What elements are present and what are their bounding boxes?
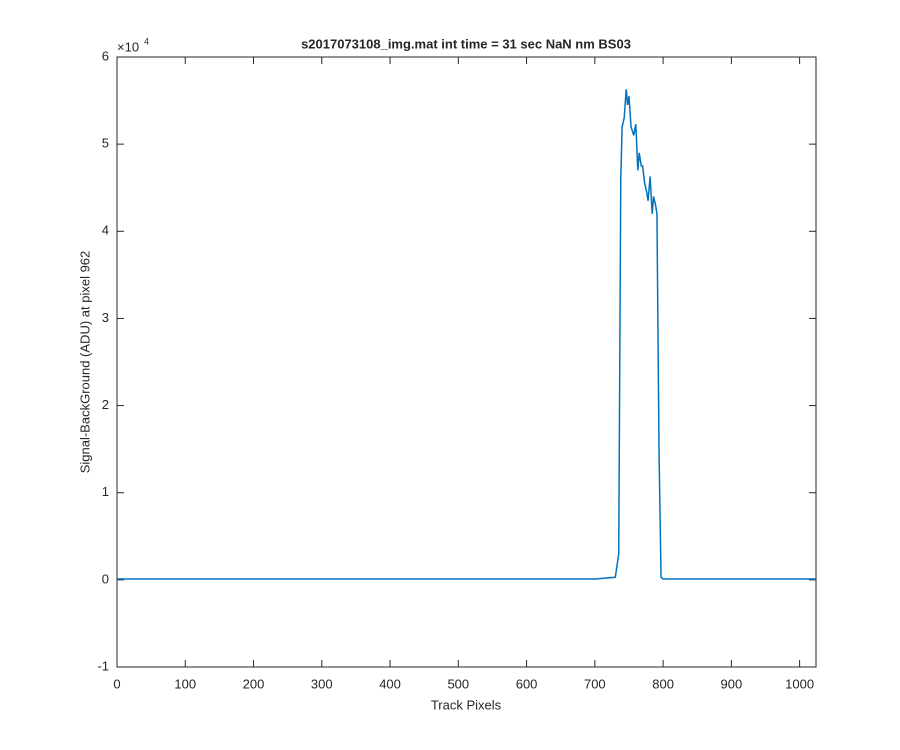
y-multiplier: ×10 bbox=[117, 39, 139, 54]
chart-title: s2017073108_img.mat int time = 31 sec Na… bbox=[301, 36, 631, 51]
y-tick-label: 1 bbox=[102, 484, 109, 499]
x-tick-label: 1000 bbox=[785, 676, 814, 691]
data-line bbox=[117, 89, 816, 580]
y-tick-label: -1 bbox=[97, 658, 109, 673]
y-tick-label: 4 bbox=[102, 223, 109, 238]
y-tick-label: 2 bbox=[102, 397, 109, 412]
x-tick-label: 200 bbox=[243, 676, 265, 691]
x-axis-label: Track Pixels bbox=[431, 697, 502, 712]
x-tick-label: 800 bbox=[652, 676, 674, 691]
y-axis-label: Signal-BackGround (ADU) at pixel 962 bbox=[77, 251, 92, 474]
x-tick-label: 700 bbox=[584, 676, 606, 691]
x-tick-label: 600 bbox=[516, 676, 538, 691]
x-tick-label: 400 bbox=[379, 676, 401, 691]
y-tick-label: 0 bbox=[102, 571, 109, 586]
x-tick-label: 300 bbox=[311, 676, 333, 691]
y-tick-label: 3 bbox=[102, 310, 109, 325]
x-tick-label: 500 bbox=[447, 676, 469, 691]
y-tick-label: 5 bbox=[102, 136, 109, 151]
x-tick-label: 900 bbox=[721, 676, 743, 691]
y-tick-label: 6 bbox=[102, 48, 109, 63]
plot-frame bbox=[116, 56, 817, 668]
x-tick-label: 0 bbox=[113, 676, 120, 691]
x-tick-label: 100 bbox=[174, 676, 196, 691]
y-multiplier-exponent: 4 bbox=[144, 36, 149, 46]
